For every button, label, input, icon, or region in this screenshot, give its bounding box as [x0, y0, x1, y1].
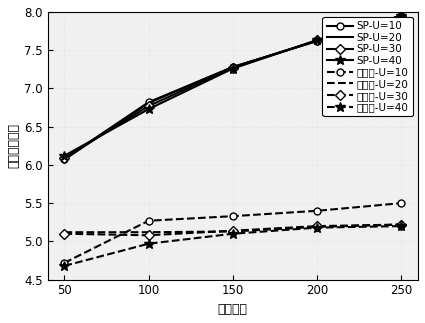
- 二分法-U=30: [230, 229, 235, 233]
- 二分法-U=20: [314, 225, 320, 229]
- SP-U=30: [146, 104, 151, 108]
- 二分法-U=20: [146, 230, 151, 234]
- SP-U=20: [399, 14, 404, 18]
- SP-U=10: [314, 39, 320, 43]
- Line: SP-U=30: SP-U=30: [61, 12, 405, 162]
- Legend: SP-U=10, SP-U=20, SP-U=30, SP-U=40, 二分法-U=10, 二分法-U=20, 二分法-U=30, 二分法-U=40: SP-U=10, SP-U=20, SP-U=30, SP-U=40, 二分法-…: [323, 17, 413, 116]
- 二分法-U=40: [146, 242, 151, 245]
- 二分法-U=30: [62, 232, 67, 236]
- 二分法-U=40: [399, 224, 404, 228]
- 二分法-U=20: [230, 230, 235, 234]
- SP-U=10: [146, 100, 151, 104]
- Line: SP-U=40: SP-U=40: [60, 11, 406, 161]
- Line: 二分法-U=40: 二分法-U=40: [60, 221, 406, 271]
- SP-U=40: [230, 67, 235, 70]
- SP-U=40: [146, 107, 151, 111]
- SP-U=10: [230, 65, 235, 69]
- SP-U=20: [230, 65, 235, 69]
- Y-axis label: 分块排序时间: 分块排序时间: [7, 123, 20, 168]
- Line: 二分法-U=10: 二分法-U=10: [61, 200, 405, 266]
- SP-U=20: [146, 101, 151, 105]
- SP-U=20: [314, 39, 320, 43]
- 二分法-U=10: [146, 219, 151, 223]
- SP-U=30: [62, 156, 67, 160]
- 二分法-U=10: [399, 201, 404, 205]
- 二分法-U=40: [230, 232, 235, 236]
- SP-U=10: [62, 157, 67, 161]
- 二分法-U=10: [230, 214, 235, 218]
- SP-U=40: [62, 154, 67, 158]
- SP-U=20: [62, 158, 67, 162]
- 二分法-U=30: [146, 233, 151, 237]
- 二分法-U=20: [399, 223, 404, 226]
- SP-U=30: [314, 38, 320, 42]
- 二分法-U=30: [399, 223, 404, 226]
- SP-U=10: [399, 14, 404, 18]
- 二分法-U=30: [314, 224, 320, 228]
- SP-U=40: [314, 38, 320, 42]
- 二分法-U=20: [62, 230, 67, 234]
- Line: SP-U=20: SP-U=20: [65, 16, 401, 160]
- Line: 二分法-U=20: 二分法-U=20: [65, 224, 401, 232]
- X-axis label: 数据规模: 数据规模: [218, 303, 248, 316]
- 二分法-U=10: [314, 209, 320, 213]
- Line: 二分法-U=30: 二分法-U=30: [61, 221, 405, 239]
- SP-U=30: [399, 14, 404, 18]
- 二分法-U=10: [62, 261, 67, 265]
- SP-U=30: [230, 66, 235, 70]
- SP-U=40: [399, 14, 404, 18]
- Line: SP-U=10: SP-U=10: [61, 12, 405, 162]
- 二分法-U=40: [314, 226, 320, 230]
- 二分法-U=40: [62, 264, 67, 268]
